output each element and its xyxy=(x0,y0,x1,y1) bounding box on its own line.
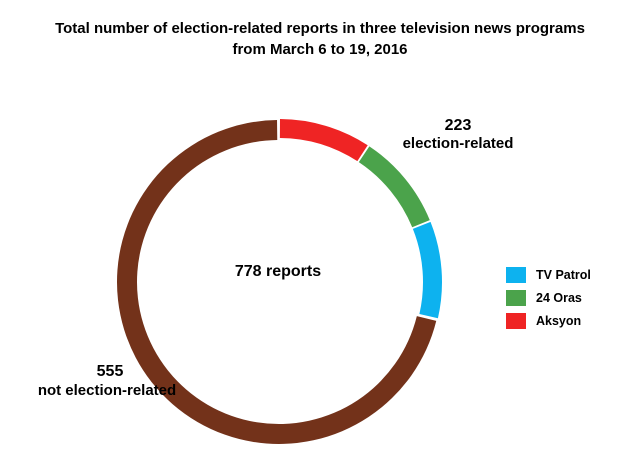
legend-item-aksyon: Aksyon xyxy=(506,311,591,330)
not-election-related-value: 555 xyxy=(97,363,124,380)
legend-label-aksyon: Aksyon xyxy=(536,313,582,328)
slice-aksyon xyxy=(279,119,368,162)
donut-slices xyxy=(116,119,443,444)
slice-tv-patrol xyxy=(412,221,443,319)
legend-swatch-tv-patrol xyxy=(506,266,526,283)
election-related-text: election-related xyxy=(403,135,514,152)
legend-item-tv-patrol: TV Patrol xyxy=(506,265,591,284)
legend-label-tv-patrol: TV Patrol xyxy=(536,267,591,282)
not-election-related-text: not election-related xyxy=(38,382,176,399)
slice-24-oras xyxy=(358,146,430,228)
legend-swatch-aksyon xyxy=(506,312,526,329)
chart-title-line-2: from March 6 to 19, 2016 xyxy=(232,41,408,58)
legend: TV Patrol 24 Oras Aksyon xyxy=(506,265,591,334)
chart-title-line-1: Total number of election-related reports… xyxy=(55,20,585,37)
legend-item-24-oras: 24 Oras xyxy=(506,288,591,307)
legend-swatch-24-oras xyxy=(506,289,526,306)
legend-label-24-oras: 24 Oras xyxy=(536,290,582,305)
election-related-value: 223 xyxy=(445,117,472,134)
chart-title: Total number of election-related reports… xyxy=(0,18,640,60)
total-label: 778 reports xyxy=(235,263,321,280)
